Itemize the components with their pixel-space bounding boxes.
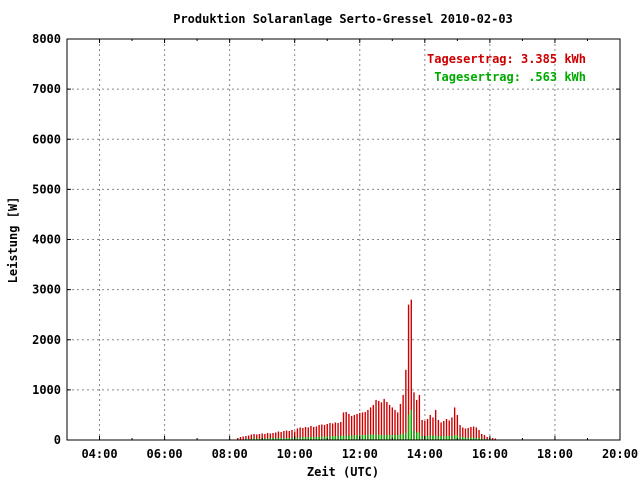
- y-tick-label: 2000: [32, 333, 61, 347]
- series-red-bars: [237, 299, 497, 440]
- x-tick-label: 20:00: [602, 447, 638, 461]
- y-axis-ticks: 0 1000 2000 3000 4000 5000 6000 7000 8000: [32, 32, 620, 447]
- x-tick-label: 10:00: [277, 447, 313, 461]
- y-tick-label: 0: [54, 433, 61, 447]
- chart-title: Produktion Solaranlage Serto-Gressel 201…: [173, 12, 513, 26]
- x-tick-label: 14:00: [407, 447, 443, 461]
- y-tick-label: 5000: [32, 182, 61, 196]
- annotation-red: Tagesertrag: 3.385 kWh: [427, 52, 586, 66]
- grid-lines: [67, 39, 620, 440]
- y-tick-label: 4000: [32, 233, 61, 247]
- y-tick-label: 7000: [32, 82, 61, 96]
- x-tick-label: 12:00: [342, 447, 378, 461]
- x-axis-label: Zeit (UTC): [307, 465, 379, 479]
- x-tick-label: 08:00: [212, 447, 248, 461]
- x-tick-label: 18:00: [537, 447, 573, 461]
- x-tick-label: 16:00: [472, 447, 508, 461]
- y-tick-label: 8000: [32, 32, 61, 46]
- x-axis-ticks: 04:00 06:00 08:00 10:00 12:00 14:00 16:00 18:00…: [66, 39, 638, 461]
- y-axis-label: Leistung [W]: [6, 197, 20, 284]
- y-tick-label: 6000: [32, 132, 61, 146]
- x-tick-label: 06:00: [147, 447, 183, 461]
- annotation-green: Tagesertrag: .563 kWh: [434, 70, 586, 84]
- y-tick-label: 3000: [32, 283, 61, 297]
- x-tick-label: 04:00: [81, 447, 117, 461]
- y-tick-label: 1000: [32, 383, 61, 397]
